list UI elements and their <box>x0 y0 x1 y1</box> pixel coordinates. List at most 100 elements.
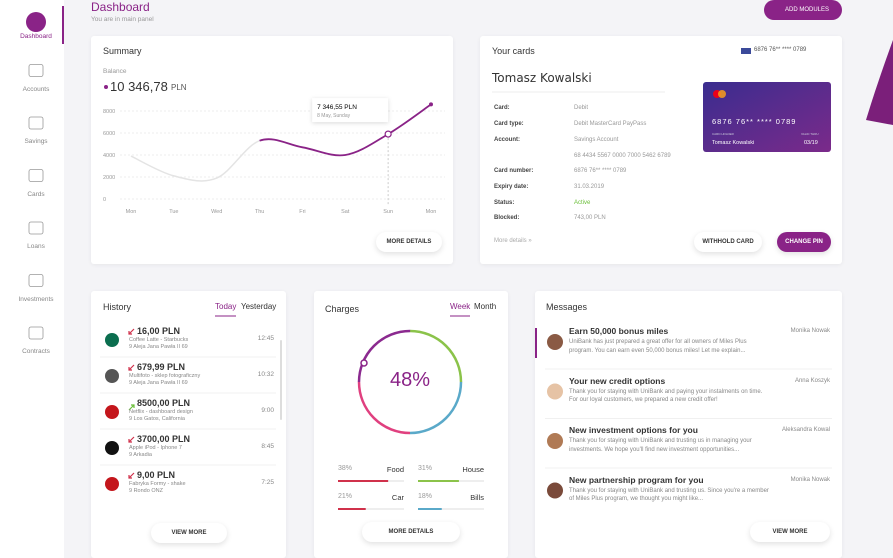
tab[interactable]: Week <box>450 302 471 311</box>
nav-icon <box>28 221 44 235</box>
active-bar <box>535 328 537 358</box>
line <box>259 103 432 157</box>
x-tick-label: Sat <box>341 209 350 215</box>
tab[interactable]: Today <box>215 302 237 311</box>
card-label: CARD HOLDER <box>712 132 735 136</box>
x-tick-label: Mon <box>426 209 437 215</box>
sidebar <box>0 0 64 558</box>
address: 9 Aleja Jana Pawła II 69 <box>129 380 188 386</box>
button[interactable]: CHANGE PIN <box>777 232 831 252</box>
card-title: Your cards <box>492 46 535 56</box>
merchant: Fabryka Formy - shake <box>129 481 186 487</box>
bank-card <box>703 82 831 152</box>
y-tick-label: 6000 <box>103 131 115 137</box>
detail-value: Debit <box>574 105 589 111</box>
message-text: Thank you for staying with UniBank and t… <box>569 487 769 503</box>
mc <box>718 90 726 98</box>
detail-label: Status: <box>494 200 515 206</box>
button[interactable]: VIEW MORE <box>750 522 830 542</box>
nav-item[interactable]: Savings <box>24 138 48 145</box>
nav-icon <box>28 326 44 340</box>
amount: 16,00 PLN <box>137 326 181 336</box>
amount: 8500,00 PLN <box>137 398 191 408</box>
category: Bills <box>470 493 484 502</box>
address: 9 Los Gatos, California <box>129 416 185 422</box>
avatar <box>547 433 563 449</box>
author: Anna Koszyk <box>794 377 830 384</box>
avatar <box>547 482 563 499</box>
address: 9 Rondo ONZ <box>129 488 163 494</box>
logo <box>105 477 119 491</box>
point <box>429 102 433 107</box>
message-text: UniBank has just prepared a great offer … <box>569 339 747 354</box>
card-selector[interactable]: 6876 76** **** 0789 <box>754 47 807 53</box>
amount: 679,99 PLN <box>137 362 186 372</box>
merchant: Coffee Latte - Starbucks <box>129 337 189 343</box>
card-number: 6876 76** **** 0789 <box>712 117 796 126</box>
x-tick-label: Tue <box>169 209 178 215</box>
detail-label: Card: <box>494 105 510 111</box>
nav-item[interactable]: Cards <box>27 190 45 198</box>
nav-item[interactable]: Dashboard <box>20 33 52 40</box>
x-tick-label: Fri <box>299 209 305 215</box>
nav-item[interactable]: Contracts <box>22 348 50 355</box>
charges-card <box>314 291 508 558</box>
detail-value: 6876 76** **** 0789 <box>574 168 627 174</box>
nav-item[interactable]: Investments <box>18 295 54 303</box>
nav-item[interactable]: Loans <box>27 243 45 250</box>
detail-value: 31.03.2019 <box>574 184 605 190</box>
merchant: Multifoto - sklep fotograficzny <box>129 373 201 379</box>
message-text: Thank you for staying with UniBank and p… <box>569 388 763 404</box>
card-title: Charges <box>325 304 360 314</box>
add-modules[interactable]: ADD MODULES <box>764 0 842 20</box>
button[interactable]: VIEW MORE <box>151 523 227 543</box>
message-title[interactable]: New investment options for you <box>569 425 698 435</box>
time: 12:45 <box>257 335 274 342</box>
scrollbar <box>280 340 282 420</box>
donut-arc <box>357 329 463 435</box>
button[interactable]: WITHHOLD CARD <box>694 232 762 252</box>
category: House <box>462 465 484 474</box>
nav-icon <box>26 12 46 32</box>
detail-label: Card number: <box>494 168 534 174</box>
more-details[interactable]: More details » <box>494 238 532 244</box>
message-text: Thank you for staying with UniBank and t… <box>569 438 752 453</box>
tab[interactable]: Yesterday <box>241 302 277 311</box>
nav-active <box>62 6 64 44</box>
nav-icon <box>28 169 44 182</box>
avatar <box>547 334 563 350</box>
y-tick-label: 8000 <box>103 109 115 115</box>
line <box>130 139 260 182</box>
detail-label: Card type: <box>494 121 524 127</box>
avatar <box>547 383 563 400</box>
nav-icon <box>28 116 44 130</box>
button[interactable]: MORE DETAILS <box>362 522 460 542</box>
donut-knob <box>360 359 368 367</box>
category: Food <box>386 465 404 474</box>
decoration <box>866 40 893 125</box>
y-tick-label: 4000 <box>103 153 115 159</box>
card-holder: Tomasz Kowalski <box>712 140 754 146</box>
button[interactable]: MORE DETAILS <box>376 232 442 252</box>
detail-value: Debit MasterCard PayPass <box>574 121 647 127</box>
merchant: Netflix - dashboard design <box>129 409 193 415</box>
dot <box>104 85 108 89</box>
nav-item[interactable]: Accounts <box>22 85 50 93</box>
message-title[interactable]: Earn 50,000 bonus miles <box>569 326 669 336</box>
message-title[interactable]: Your new credit options <box>569 375 666 386</box>
message-title[interactable]: New partnership program for you <box>569 474 704 485</box>
time: 8:45 <box>261 443 274 450</box>
percent: 31% <box>418 465 433 472</box>
tooltip <box>312 98 389 123</box>
detail-label: Expiry date: <box>494 184 529 190</box>
percent: 21% <box>338 493 353 500</box>
card-title: Summary <box>103 46 142 56</box>
time: 10:32 <box>257 371 274 378</box>
tab[interactable]: Month <box>474 302 497 311</box>
nav-icon <box>28 274 44 287</box>
point <box>384 130 392 138</box>
messages-card <box>535 291 842 558</box>
holder: Tomasz Kowalski <box>492 71 592 85</box>
logo <box>105 405 119 419</box>
